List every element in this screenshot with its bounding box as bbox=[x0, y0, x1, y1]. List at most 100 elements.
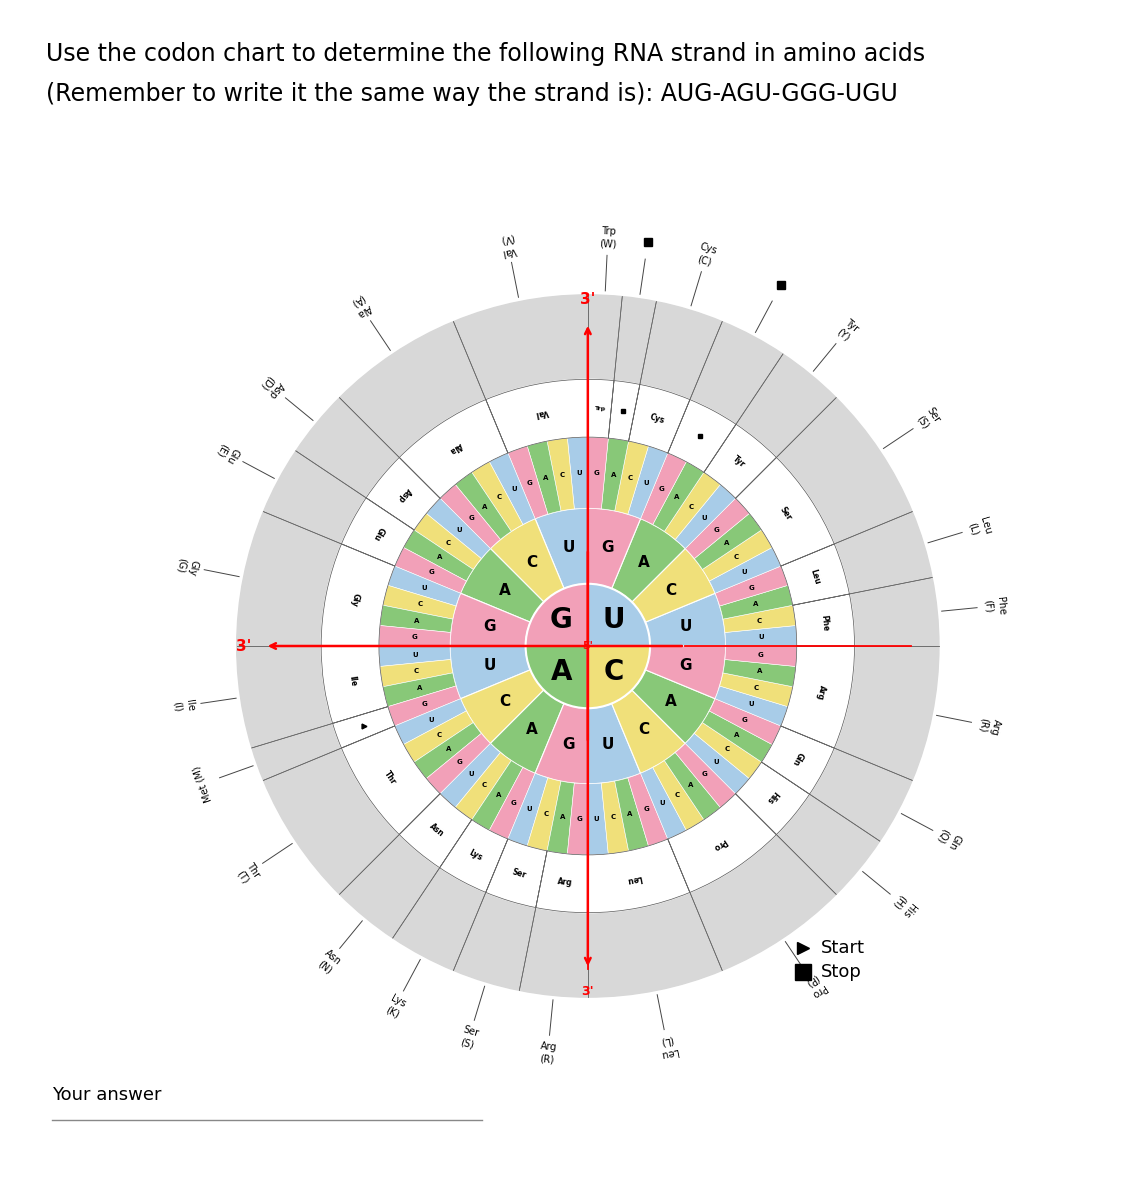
Text: U: U bbox=[742, 569, 748, 575]
Wedge shape bbox=[709, 698, 781, 744]
Wedge shape bbox=[414, 722, 482, 779]
Text: A: A bbox=[543, 475, 548, 481]
Wedge shape bbox=[490, 768, 536, 839]
Text: C: C bbox=[674, 792, 679, 798]
Text: Trp
(W): Trp (W) bbox=[599, 226, 617, 250]
Wedge shape bbox=[450, 593, 530, 646]
Wedge shape bbox=[414, 514, 482, 570]
Wedge shape bbox=[781, 544, 850, 605]
Wedge shape bbox=[611, 518, 685, 602]
Wedge shape bbox=[640, 454, 686, 524]
Text: Asp
(D): Asp (D) bbox=[257, 372, 286, 401]
Wedge shape bbox=[719, 673, 793, 707]
Wedge shape bbox=[366, 457, 440, 530]
Text: G: G bbox=[713, 527, 719, 533]
Wedge shape bbox=[702, 530, 772, 581]
Text: G: G bbox=[601, 540, 614, 556]
Text: Your answer: Your answer bbox=[52, 1086, 161, 1104]
Text: Leu: Leu bbox=[809, 568, 822, 586]
Text: C: C bbox=[665, 583, 677, 598]
Wedge shape bbox=[608, 380, 640, 442]
Wedge shape bbox=[601, 438, 629, 511]
Wedge shape bbox=[528, 442, 561, 514]
Text: C: C bbox=[544, 811, 548, 817]
Circle shape bbox=[236, 295, 939, 997]
Wedge shape bbox=[640, 768, 686, 839]
Wedge shape bbox=[735, 762, 810, 834]
Wedge shape bbox=[568, 784, 587, 854]
Wedge shape bbox=[490, 454, 536, 524]
Text: (Remember to write it the same way the strand is): AUG-AGU-GGG-UGU: (Remember to write it the same way the s… bbox=[46, 82, 898, 106]
Wedge shape bbox=[664, 752, 720, 820]
Text: A: A bbox=[414, 618, 419, 624]
Wedge shape bbox=[395, 698, 467, 744]
Text: U: U bbox=[702, 515, 707, 521]
Text: Ala
(A): Ala (A) bbox=[348, 293, 373, 319]
Text: U: U bbox=[457, 527, 462, 533]
Wedge shape bbox=[547, 781, 575, 854]
Text: G: G bbox=[593, 470, 599, 476]
Wedge shape bbox=[342, 498, 414, 566]
Text: 3': 3' bbox=[580, 292, 595, 307]
Wedge shape bbox=[587, 703, 640, 784]
Text: C: C bbox=[414, 668, 419, 674]
Wedge shape bbox=[632, 548, 715, 622]
Text: C: C bbox=[604, 659, 624, 686]
Text: U: U bbox=[428, 718, 434, 724]
Text: G: G bbox=[577, 816, 583, 822]
Text: A: A bbox=[418, 685, 422, 691]
Wedge shape bbox=[450, 646, 530, 698]
Text: Cys: Cys bbox=[648, 412, 665, 425]
Text: Glu
(E): Glu (E) bbox=[213, 440, 241, 466]
Wedge shape bbox=[471, 761, 523, 830]
Wedge shape bbox=[653, 462, 704, 532]
Wedge shape bbox=[781, 646, 855, 748]
Text: Ala: Ala bbox=[447, 440, 463, 456]
Wedge shape bbox=[508, 446, 548, 518]
Text: Ile
(I): Ile (I) bbox=[171, 698, 195, 713]
Text: A: A bbox=[757, 668, 762, 674]
Text: G: G bbox=[562, 737, 575, 751]
Wedge shape bbox=[440, 485, 500, 548]
Text: A: A bbox=[499, 583, 510, 598]
Text: C: C bbox=[638, 721, 649, 737]
Text: Leu
(L): Leu (L) bbox=[657, 1034, 678, 1060]
Text: C: C bbox=[418, 601, 422, 607]
Text: U: U bbox=[601, 737, 614, 751]
Text: A: A bbox=[725, 540, 729, 546]
Wedge shape bbox=[685, 498, 749, 558]
Text: Ser
(S): Ser (S) bbox=[458, 1025, 481, 1050]
Wedge shape bbox=[587, 583, 650, 646]
Text: C: C bbox=[499, 694, 510, 709]
Text: A: A bbox=[437, 554, 442, 560]
Text: U: U bbox=[713, 760, 719, 766]
Wedge shape bbox=[709, 547, 781, 593]
Wedge shape bbox=[632, 670, 715, 744]
Text: 5': 5' bbox=[583, 641, 593, 652]
Text: Met (M): Met (M) bbox=[192, 764, 213, 803]
Wedge shape bbox=[399, 793, 471, 868]
Wedge shape bbox=[491, 518, 564, 602]
Text: A: A bbox=[688, 782, 694, 788]
Text: Glu: Glu bbox=[370, 526, 385, 542]
Text: Lys
(K): Lys (K) bbox=[383, 994, 407, 1020]
Text: Stop: Stop bbox=[821, 964, 861, 982]
Text: G: G bbox=[551, 606, 572, 634]
Text: A: A bbox=[551, 659, 572, 686]
Text: Start: Start bbox=[821, 940, 865, 958]
Text: Arg
(R): Arg (R) bbox=[976, 715, 1001, 736]
Text: U: U bbox=[758, 635, 764, 641]
Wedge shape bbox=[383, 673, 457, 707]
Wedge shape bbox=[455, 473, 512, 540]
Text: A: A bbox=[446, 746, 451, 752]
Wedge shape bbox=[547, 438, 575, 511]
Wedge shape bbox=[461, 670, 544, 744]
Wedge shape bbox=[762, 726, 834, 794]
Circle shape bbox=[321, 379, 855, 913]
Text: Asn
(N): Asn (N) bbox=[314, 948, 343, 977]
Text: Phe: Phe bbox=[819, 614, 829, 631]
Wedge shape bbox=[587, 839, 689, 913]
Wedge shape bbox=[568, 437, 587, 509]
Text: 3': 3' bbox=[236, 638, 251, 654]
Wedge shape bbox=[536, 509, 587, 588]
